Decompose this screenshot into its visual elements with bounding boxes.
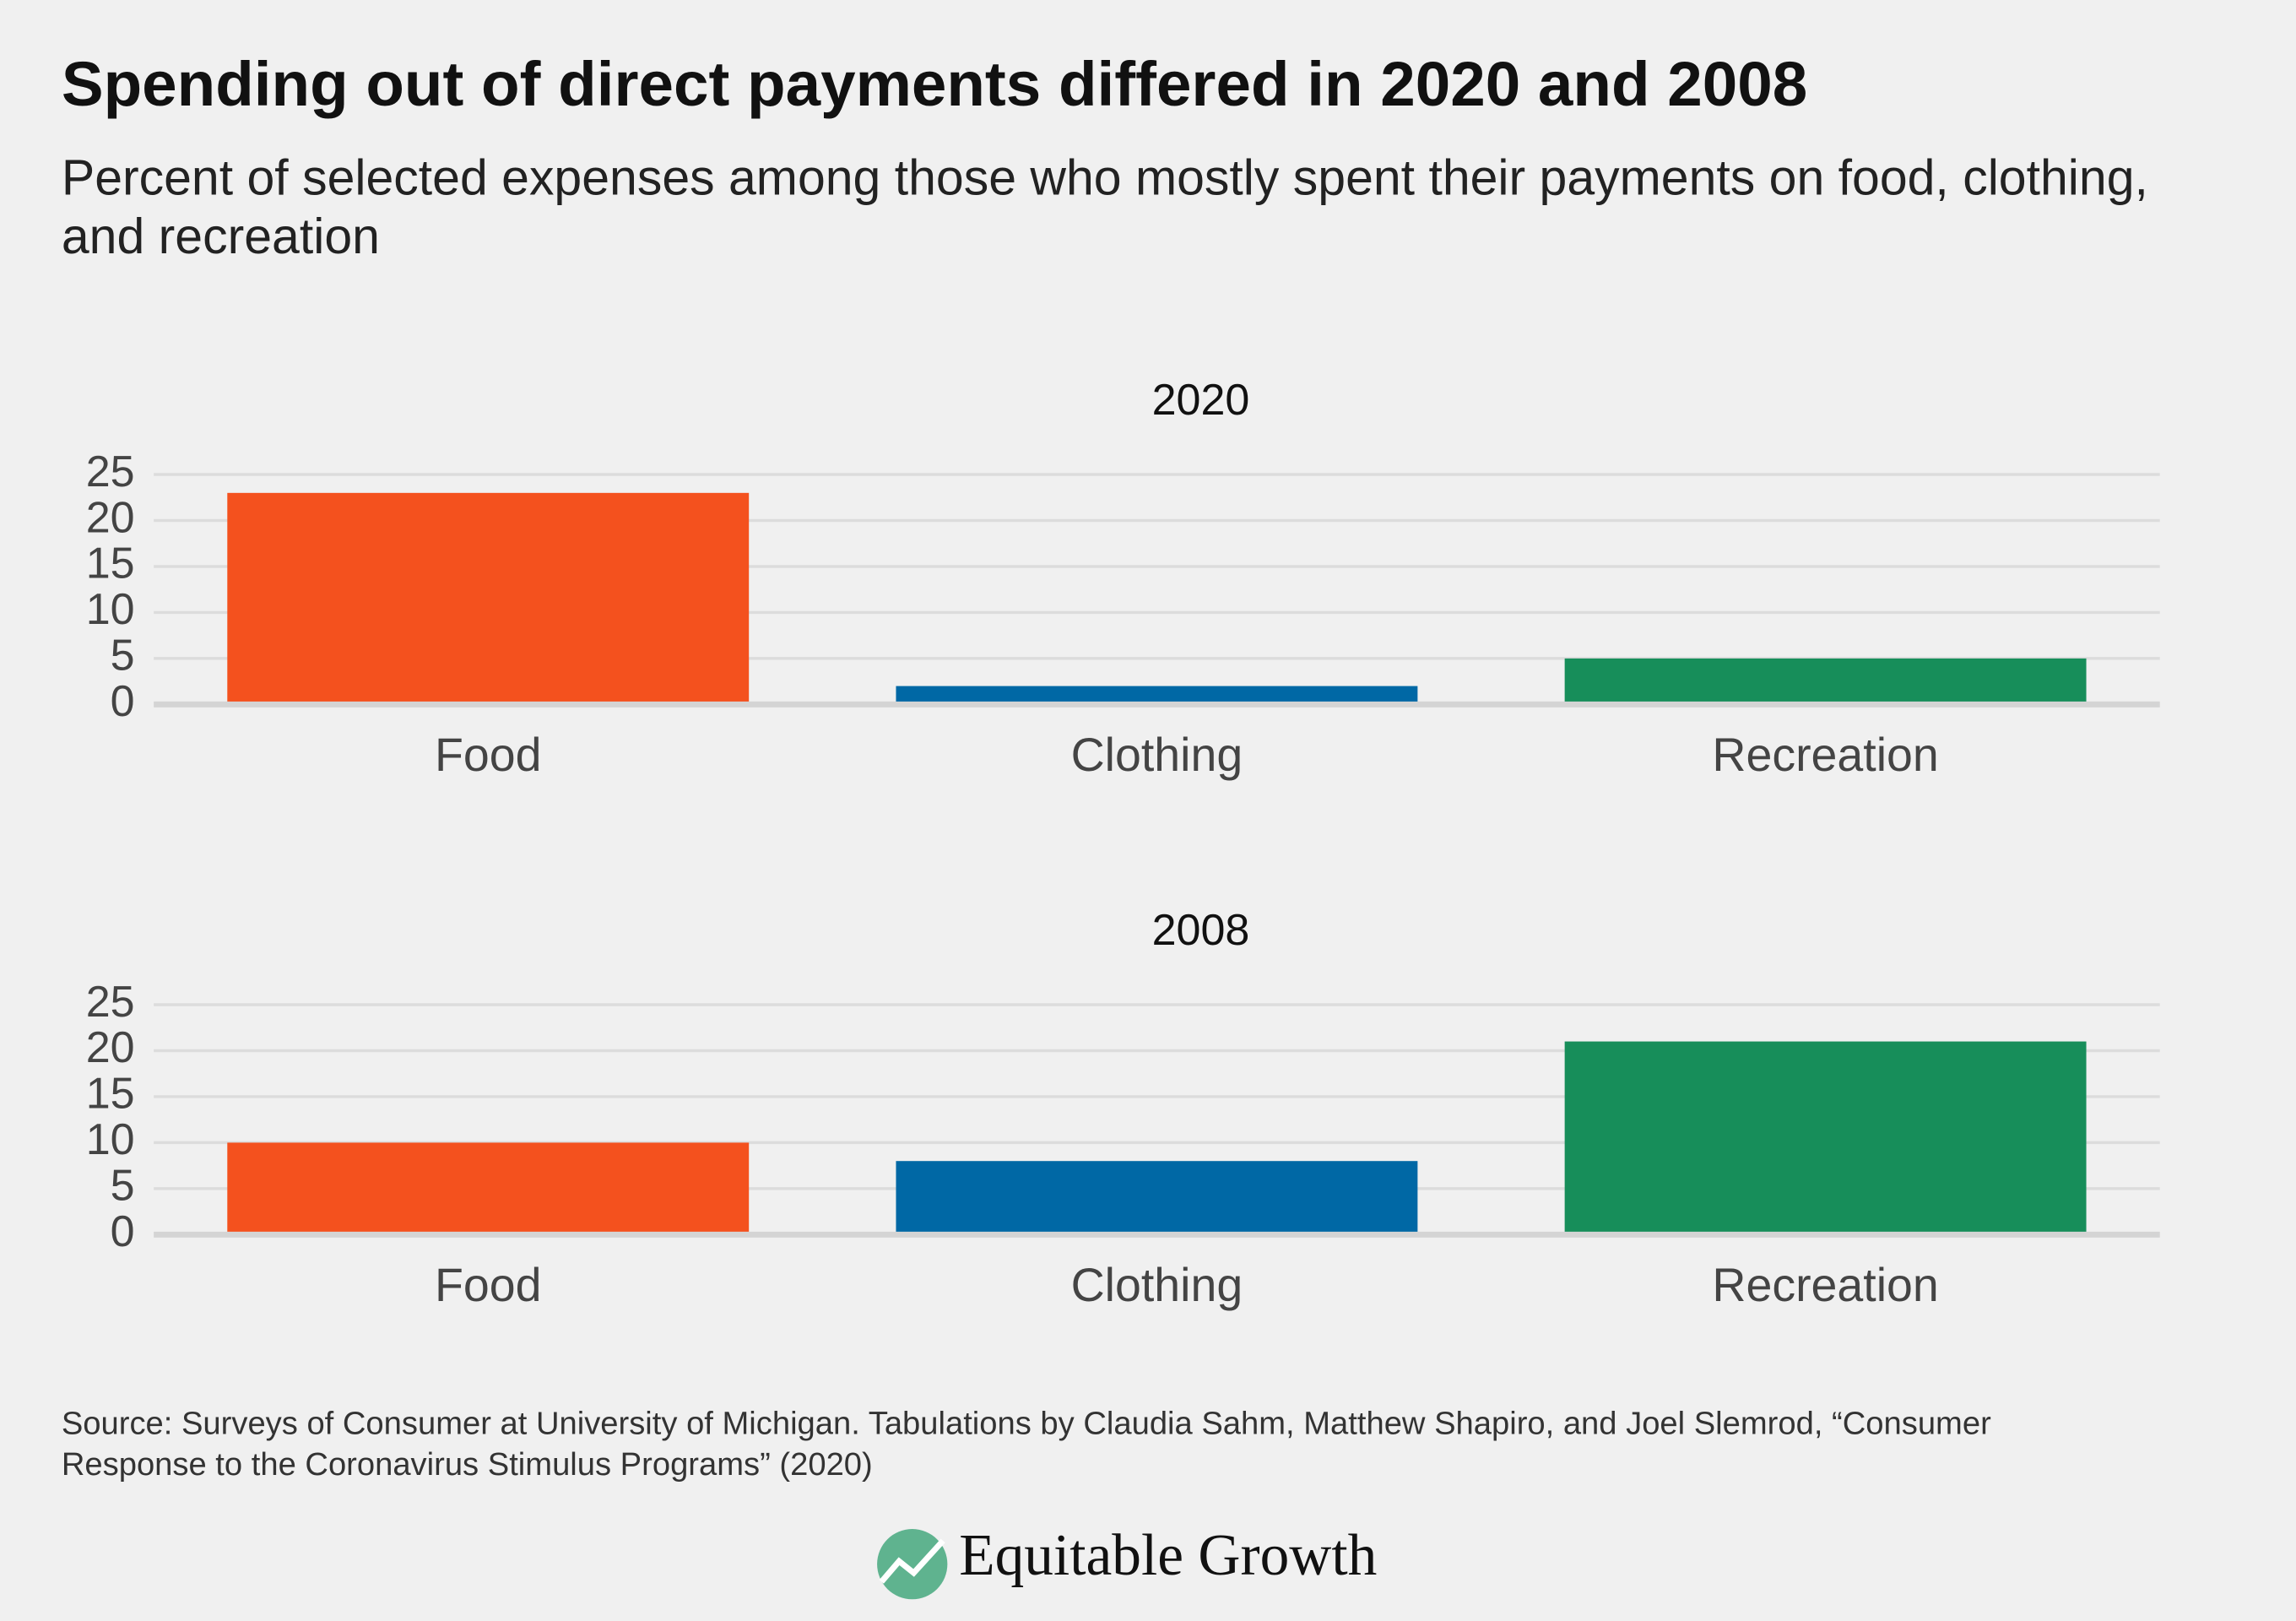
bar bbox=[896, 686, 1418, 702]
x-tick-label: Recreation bbox=[1712, 729, 1938, 781]
y-tick-label: 0 bbox=[111, 677, 135, 726]
title: Spending out of direct payments differed… bbox=[61, 49, 1808, 121]
x-tick-label: Food bbox=[435, 1259, 542, 1311]
y-tick-label: 25 bbox=[86, 447, 135, 496]
y-tick-label: 20 bbox=[86, 1023, 135, 1072]
source: Source: Surveys of Consumer at Universit… bbox=[61, 1404, 1991, 1483]
bar bbox=[227, 1142, 750, 1232]
y-tick-label: 15 bbox=[86, 1070, 135, 1119]
y-tick-label: 20 bbox=[86, 493, 135, 542]
x-tick-label: Clothing bbox=[1071, 729, 1243, 781]
bar bbox=[1564, 1041, 2087, 1232]
y-tick-label: 10 bbox=[86, 585, 135, 634]
panel-title: 2008 bbox=[1152, 906, 1250, 955]
y-tick-label: 5 bbox=[111, 1162, 135, 1211]
x-tick-label: Clothing bbox=[1071, 1259, 1243, 1311]
panel-title: 2020 bbox=[1152, 376, 1250, 425]
y-tick-label: 0 bbox=[111, 1207, 135, 1256]
logo-text: Equitable Growth bbox=[959, 1523, 1377, 1588]
subtitle: Percent of selected expenses among those… bbox=[61, 150, 2148, 265]
bar bbox=[227, 492, 750, 702]
logo-icon bbox=[877, 1529, 948, 1600]
y-tick-label: 10 bbox=[86, 1115, 135, 1164]
x-tick-label: Food bbox=[435, 729, 542, 781]
y-tick-label: 5 bbox=[111, 632, 135, 680]
y-tick-label: 25 bbox=[86, 978, 135, 1027]
x-tick-label: Recreation bbox=[1712, 1259, 1938, 1311]
bar bbox=[1564, 658, 2087, 702]
bar bbox=[896, 1161, 1418, 1232]
y-tick-label: 15 bbox=[86, 539, 135, 588]
